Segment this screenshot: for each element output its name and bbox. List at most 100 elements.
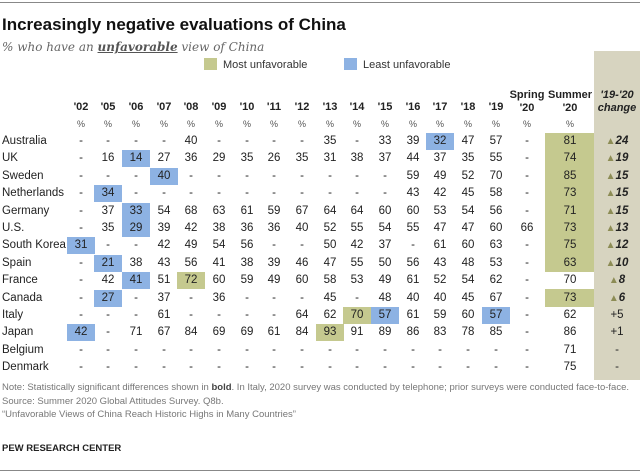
summer-highlight <box>545 167 594 186</box>
unit-label: % <box>463 119 472 129</box>
table-cell: 36 <box>212 291 226 304</box>
row-label-canada: Canada <box>2 291 43 304</box>
column-header: '07 <box>156 101 172 113</box>
up-arrow-icon: ▲ <box>605 153 616 165</box>
table-cell: - <box>328 169 332 182</box>
table-cell: 61 <box>406 309 420 321</box>
table-cell: - <box>355 291 359 304</box>
table-cell: - <box>272 187 276 200</box>
table-cell: 40 <box>406 291 420 304</box>
up-arrow-icon: ▲ <box>605 136 616 147</box>
change-number: 8 <box>618 274 626 287</box>
summer-highlight <box>545 132 594 151</box>
table-cell: - <box>245 187 249 200</box>
change-value: - <box>594 359 640 376</box>
table-cell: 27 <box>157 152 171 165</box>
table-cell: 56 <box>489 204 503 217</box>
table-cell: 85 <box>563 169 577 182</box>
table-cell: - <box>525 256 529 269</box>
table-cell: 31 <box>323 152 337 165</box>
table-cell: - <box>411 239 415 252</box>
table-cell: - <box>106 309 110 321</box>
table-cell: - <box>189 361 193 374</box>
table-cell: 53 <box>489 256 503 269</box>
note-text: . In Italy, 2020 survey was conducted by… <box>231 382 629 393</box>
row-label-belgium: Belgium <box>2 343 44 356</box>
change-number: - <box>615 343 619 356</box>
table-cell: - <box>300 239 304 252</box>
table-cell: - <box>272 343 276 356</box>
unit-label: % <box>214 119 223 129</box>
table-cell: 57 <box>482 307 510 324</box>
table-cell: 38 <box>129 256 143 269</box>
table-cell: 61 <box>267 326 281 339</box>
table-cell: 64 <box>323 204 337 217</box>
unit-label: % <box>159 119 168 129</box>
column-header: '18 <box>460 101 476 113</box>
table-cell: - <box>355 361 359 374</box>
table-cell: 67 <box>489 291 503 304</box>
table-cell: 49 <box>267 274 281 287</box>
up-arrow-icon: ▲ <box>605 223 616 234</box>
column-header: '10 <box>239 101 255 113</box>
column-header: '08 <box>183 101 199 113</box>
table-cell: - <box>438 361 442 374</box>
table-cell: 59 <box>267 204 281 217</box>
unit-label: % <box>352 119 361 129</box>
change-number: 15 <box>615 169 629 182</box>
table-cell: 40 <box>150 167 178 185</box>
column-header: Summer '20 <box>547 89 593 114</box>
table-cell: 58 <box>323 274 337 287</box>
table-cell: 43 <box>433 256 447 269</box>
subtitle-emphasis: unfavorable <box>97 40 178 54</box>
table-cell: 35 <box>101 222 115 234</box>
table-cell: - <box>411 343 415 356</box>
table-cell: - <box>162 343 166 356</box>
summer-highlight <box>545 289 594 307</box>
change-value: ▲10 <box>594 255 640 272</box>
unit-label: % <box>242 119 251 129</box>
summer-highlight <box>545 150 594 168</box>
table-cell: 14 <box>122 150 150 168</box>
table-cell: 41 <box>212 256 226 269</box>
table-cell: - <box>525 204 529 217</box>
table-cell: - <box>189 343 193 356</box>
change-number: 12 <box>615 239 629 252</box>
table-cell: - <box>466 343 470 356</box>
table-cell: 45 <box>323 291 337 304</box>
table-cell: 91 <box>350 326 364 339</box>
table-cell: - <box>189 169 193 182</box>
table-cell: 41 <box>122 272 150 290</box>
table-cell: - <box>300 169 304 182</box>
table-cell: 71 <box>563 204 577 217</box>
table-cell: 60 <box>461 309 475 321</box>
up-arrow-icon: ▲ <box>608 292 619 304</box>
table-cell: - <box>383 187 387 200</box>
row-label-sweden: Sweden <box>2 169 44 182</box>
table-cell: 42 <box>67 324 95 342</box>
table-cell: - <box>217 135 221 147</box>
table-cell: - <box>328 361 332 374</box>
notes: Note: Statistically significant differen… <box>2 381 632 422</box>
top-rule <box>0 2 640 3</box>
table-cell: 66 <box>520 222 534 234</box>
table-cell: 39 <box>406 135 420 147</box>
table-cell: 47 <box>323 256 337 269</box>
table-cell: 54 <box>378 222 392 234</box>
table-cell: 56 <box>406 256 420 269</box>
table-cell: - <box>272 169 276 182</box>
column-header: '13 <box>322 101 338 113</box>
table-cell: 16 <box>101 152 115 165</box>
table-cell: - <box>245 309 249 321</box>
source: Source: Summer 2020 Global Attitudes Sur… <box>2 395 224 407</box>
table-cell: 71 <box>129 326 143 339</box>
table-cell: 86 <box>406 326 420 339</box>
change-value: ▲15 <box>594 185 640 202</box>
table-cell: 60 <box>406 204 420 217</box>
table-cell: 33 <box>378 135 392 147</box>
table-cell: 47 <box>433 222 447 234</box>
up-arrow-icon: ▲ <box>605 188 616 200</box>
table-cell: 46 <box>295 256 309 269</box>
table-cell: 35 <box>323 135 337 147</box>
change-number: 13 <box>615 222 629 234</box>
